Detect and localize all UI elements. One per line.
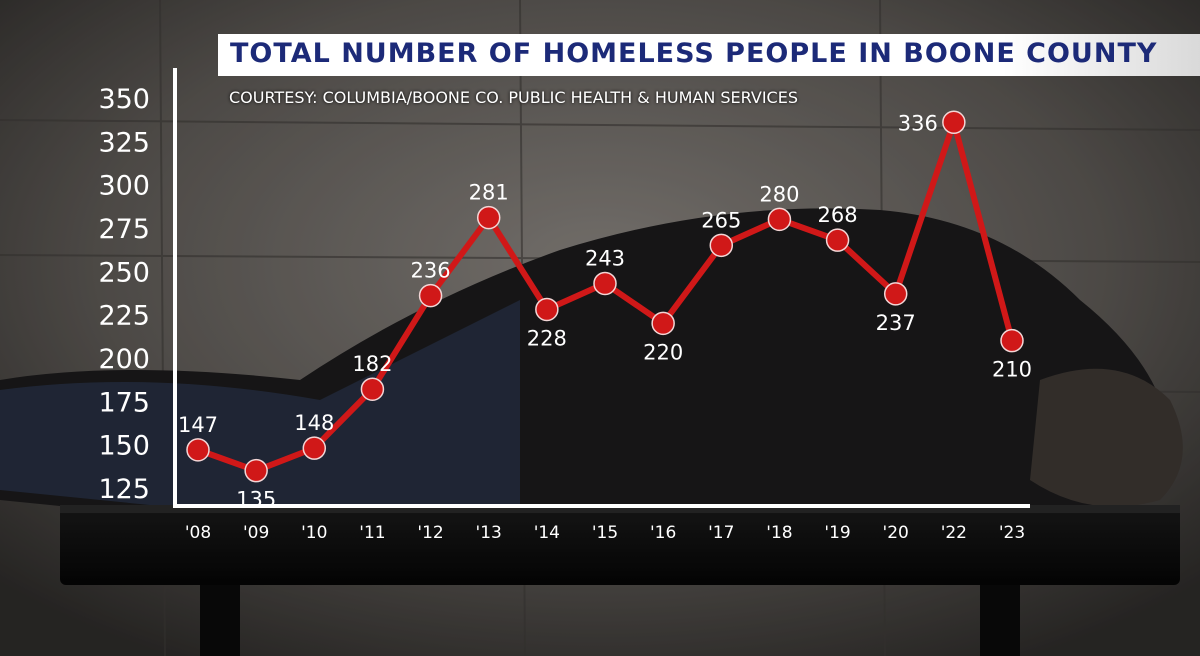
data-point — [883, 282, 908, 306]
data-label: 182 — [352, 352, 392, 376]
chart-title: TOTAL NUMBER OF HOMELESS PEOPLE IN BOONE… — [230, 38, 1158, 69]
data-point — [244, 458, 268, 483]
y-tick-label: 150 — [98, 431, 150, 462]
data-label: 148 — [294, 411, 334, 435]
data-point — [476, 205, 501, 230]
data-point — [418, 283, 443, 308]
y-tick-label: 300 — [98, 171, 150, 202]
data-label: 228 — [527, 326, 567, 350]
x-tick-label: '18 — [766, 523, 792, 543]
x-tick-label: '17 — [708, 523, 734, 543]
data-label: 281 — [469, 181, 509, 205]
data-label: 147 — [178, 413, 218, 437]
x-tick-label: '09 — [243, 523, 269, 543]
data-label: 243 — [585, 246, 625, 270]
data-label: 135 — [236, 488, 276, 512]
y-tick-label: 225 — [98, 301, 150, 332]
data-label: 280 — [759, 182, 799, 206]
x-tick-label: '11 — [359, 523, 385, 543]
data-point — [709, 233, 734, 258]
data-point — [186, 438, 210, 462]
data-point — [767, 207, 792, 232]
y-tick-label: 250 — [98, 257, 150, 288]
data-point — [302, 436, 327, 460]
x-tick-label: '20 — [883, 523, 909, 543]
data-label: 265 — [701, 208, 741, 232]
data-point — [651, 311, 675, 336]
data-point — [593, 271, 617, 296]
data-point — [1000, 328, 1024, 353]
data-label: 220 — [643, 340, 683, 364]
x-tick-label: '16 — [650, 523, 676, 543]
x-tick-label: '22 — [941, 523, 967, 543]
y-tick-label: 125 — [98, 474, 150, 505]
y-tick-label: 325 — [98, 127, 150, 158]
x-tick-label: '19 — [824, 523, 850, 543]
y-tick-label: 275 — [98, 214, 150, 245]
y-tick-label: 350 — [98, 84, 150, 115]
data-point — [825, 228, 850, 252]
title-banner: TOTAL NUMBER OF HOMELESS PEOPLE IN BOONE… — [218, 34, 1200, 76]
x-tick-label: '12 — [417, 523, 443, 543]
data-label: 236 — [411, 259, 451, 283]
y-tick-label: 175 — [98, 387, 150, 418]
x-tick-label: '14 — [534, 523, 560, 543]
chart-subtitle: COURTESY: COLUMBIA/BOONE CO. PUBLIC HEAL… — [229, 88, 798, 107]
data-label: 237 — [876, 311, 916, 335]
x-tick-label: '15 — [592, 523, 618, 543]
x-tick-label: '13 — [476, 523, 502, 543]
data-label: 210 — [992, 358, 1032, 382]
data-label: 268 — [818, 203, 858, 227]
x-tick-label: '08 — [185, 523, 211, 543]
data-label: 336 — [898, 111, 938, 135]
x-tick-label: '10 — [301, 523, 327, 543]
y-tick-label: 200 — [98, 344, 150, 375]
data-point — [360, 377, 385, 401]
x-tick-label: '23 — [999, 523, 1025, 543]
data-point — [535, 297, 559, 322]
data-point — [942, 110, 966, 135]
